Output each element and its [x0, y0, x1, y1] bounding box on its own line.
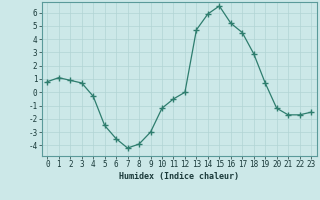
X-axis label: Humidex (Indice chaleur): Humidex (Indice chaleur) [119, 172, 239, 181]
